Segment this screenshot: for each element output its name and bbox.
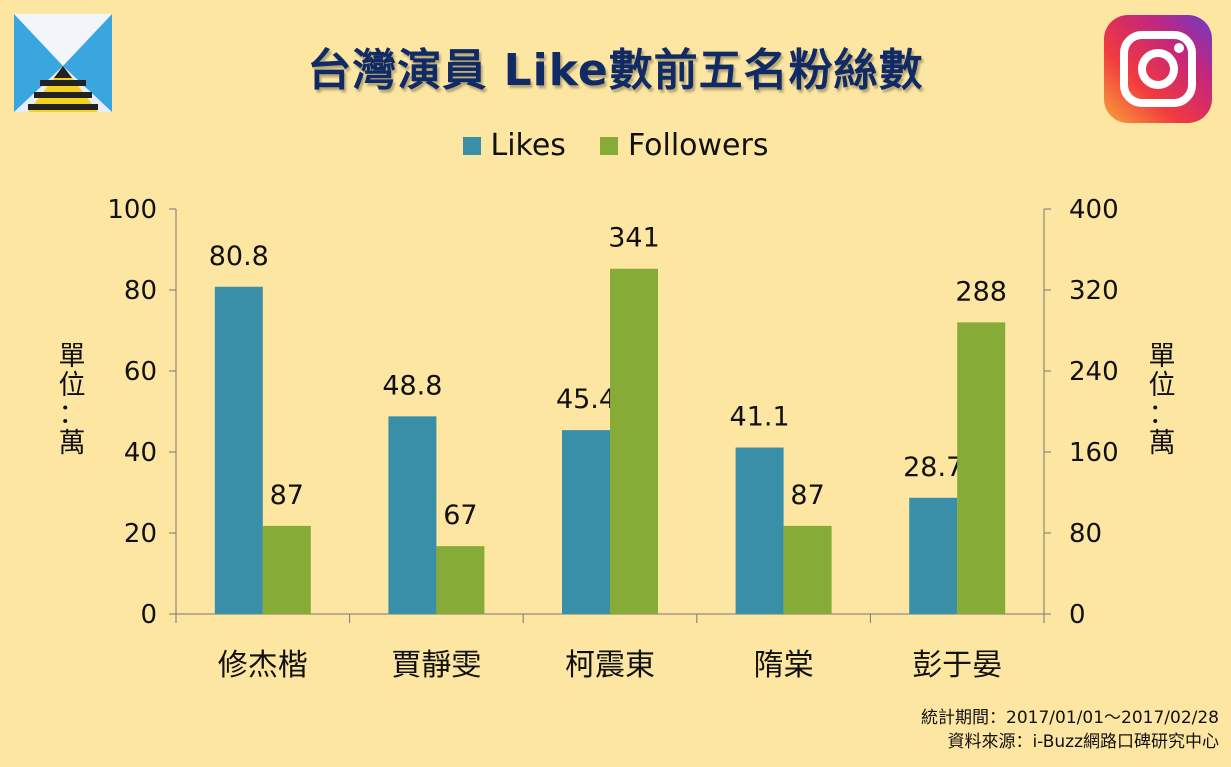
data-label: 87	[790, 480, 824, 511]
legend-swatch-followers	[599, 136, 618, 155]
unit-label-char: ：	[1148, 399, 1176, 430]
right-axis-unit-label: 單位：萬	[1144, 342, 1180, 458]
unit-label-char: 萬	[58, 428, 86, 459]
bar-likes	[388, 416, 437, 614]
data-label: 41.1	[730, 402, 790, 433]
legend-label-followers: Followers	[627, 128, 769, 163]
legend-item-likes: Likes	[462, 128, 566, 163]
right-axis-tick-label: 0	[1069, 600, 1086, 630]
category-label: 柯震東	[565, 648, 655, 683]
data-label: 45.4	[556, 384, 616, 415]
bar-followers	[783, 525, 832, 614]
bar-likes	[214, 286, 263, 614]
category-label: 隋棠	[754, 648, 814, 683]
footer: 統計期間：2017/01/01～2017/02/28 資料來源：i-Buzz網路…	[921, 706, 1219, 754]
legend-swatch-likes	[462, 136, 481, 155]
unit-label-char: 單	[1148, 341, 1176, 372]
data-label: 48.8	[382, 370, 442, 401]
left-axis-tick-label: 60	[124, 357, 157, 387]
right-axis-tick-label: 400	[1069, 195, 1119, 225]
data-label: 80.8	[209, 241, 269, 272]
legend: Likes Followers	[0, 128, 1231, 163]
legend-label-likes: Likes	[490, 128, 566, 163]
unit-label-char: 位	[1148, 370, 1176, 401]
bar-followers	[957, 322, 1006, 614]
right-axis-tick-label: 240	[1069, 357, 1119, 387]
unit-label-char: ：	[58, 399, 86, 430]
right-axis-tick-label: 160	[1069, 438, 1119, 468]
data-label: 28.7	[903, 452, 963, 483]
right-axis-tick-label: 320	[1069, 276, 1119, 306]
bar-followers	[262, 525, 311, 614]
unit-label-char: 位	[58, 370, 86, 401]
data-label: 67	[443, 500, 477, 531]
category-label: 賈靜雯	[391, 648, 481, 683]
category-label: 修杰楷	[218, 648, 308, 683]
bar-likes	[909, 497, 958, 614]
unit-label-char: 單	[58, 341, 86, 372]
legend-item-followers: Followers	[599, 128, 769, 163]
data-label: 87	[270, 480, 304, 511]
bar-likes	[562, 430, 610, 614]
left-axis-tick-label: 100	[107, 195, 157, 225]
footer-source: 資料來源：i-Buzz網路口碑研究中心	[947, 732, 1219, 752]
data-label: 341	[608, 223, 660, 254]
left-axis-tick-label: 0	[140, 600, 157, 630]
category-label: 彭于晏	[912, 648, 1002, 683]
left-axis-tick-label: 80	[124, 276, 157, 306]
ibuzz-logo-icon	[14, 14, 112, 112]
instagram-icon	[1104, 15, 1212, 123]
right-axis-tick-label: 80	[1069, 519, 1102, 549]
bar-followers	[436, 546, 485, 614]
bar-likes	[735, 447, 784, 614]
data-label: 288	[955, 276, 1007, 307]
chart-title: 台灣演員 Like數前五名粉絲數	[307, 45, 924, 96]
footer-period: 統計期間：2017/01/01～2017/02/28	[921, 708, 1219, 728]
left-axis-unit-label: 單位：萬	[54, 342, 90, 458]
unit-label-char: 萬	[1148, 428, 1176, 459]
left-axis-tick-label: 40	[124, 438, 157, 468]
bar-followers	[610, 268, 658, 614]
left-axis-tick-label: 20	[124, 519, 157, 549]
